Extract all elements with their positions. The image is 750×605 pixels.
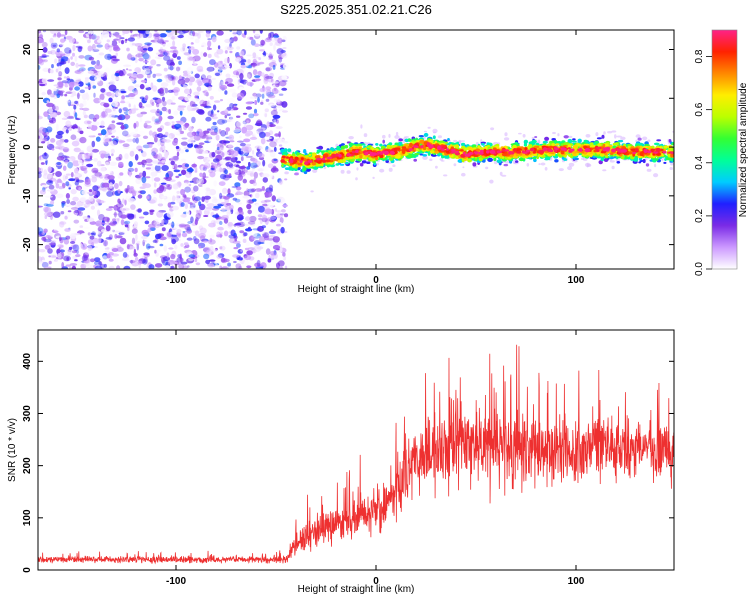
snr-y-tick-label: 200 [22,457,33,474]
colorbar: 0.0 0.2 0.4 0.6 0.8 Normalized spectral ampl… [694,30,749,276]
spectrogram-y-axis-label: Frequency (Hz) [7,116,18,185]
snr-x-axis-label: Height of straight line (km) [298,584,415,595]
colorbar-tick-label: 0.4 [694,155,705,169]
colorbar-tick-label: 0.0 [694,262,705,276]
chart-title: S225.2025.351.02.21.C26 [280,2,432,17]
spectrogram-y-tick-label: -20 [22,237,33,252]
spectrogram-y-tick-label: 0 [22,144,33,150]
snr-y-tick-label: 400 [22,353,33,370]
spectrogram-x-tick-label: 100 [568,275,585,286]
colorbar-gradient [712,30,737,269]
colorbar-tick-label: 0.8 [694,49,705,63]
spectrogram-x-axis-label: Height of straight line (km) [298,284,415,295]
snr-y-tick-label: 0 [22,567,33,573]
snr-x-tick-label: 100 [568,576,585,587]
spectrogram-x-tick-label: -100 [166,275,186,286]
spectrogram-y-tick-label: 20 [22,44,33,56]
colorbar-ticks: 0.0 0.2 0.4 0.6 0.8 [694,49,712,276]
colorbar-label: Normalized spectral amplitude [738,82,749,217]
spectrogram-y-tick-label: 10 [22,92,33,104]
colorbar-tick-label: 0.2 [694,209,705,223]
spectrogram-y-tick-label: -10 [22,188,33,203]
snr-y-tick-label: 100 [22,509,33,526]
colorbar-tick-label: 0.6 [694,102,705,116]
snr-y-tick-label: 300 [22,405,33,422]
snr-y-axis-label: SNR (10 * v/v) [7,418,18,482]
snr-plot-area [38,330,674,570]
snr-x-tick-label: -100 [166,576,186,587]
